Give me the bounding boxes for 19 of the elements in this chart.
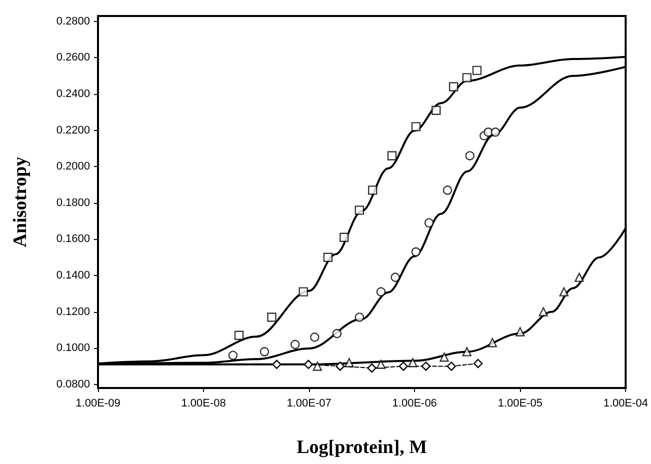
- y-tick-label: 0.2400: [56, 88, 90, 100]
- y-tick-label: 0.2600: [56, 52, 90, 64]
- x-tick-label: 1.00E-05: [498, 398, 542, 410]
- y-axis-title: Anisotropy: [10, 156, 31, 248]
- y-tick-label: 0.0800: [56, 378, 90, 390]
- y-tick-label: 0.2800: [56, 15, 90, 28]
- y-tick-label: 0.2200: [56, 124, 90, 136]
- y-tick-label: 0.1000: [56, 342, 90, 354]
- y-tick-label: 0.1600: [56, 233, 90, 246]
- x-tick-label: 1.00E-09: [76, 398, 120, 410]
- x-tick-label: 1.00E-07: [286, 398, 332, 410]
- y-tick-label: 0.2000: [56, 160, 90, 173]
- x-axis-title: Log[protein], M: [296, 437, 428, 458]
- x-tick-label: 1.00E-06: [392, 398, 437, 410]
- y-tick-label: 0.1400: [56, 269, 90, 282]
- x-tick-label: 1.00E-04: [603, 398, 648, 410]
- y-tick-label: 0.1800: [56, 196, 90, 209]
- x-tick-label: 1.00E-08: [181, 398, 226, 410]
- y-tick-label: 0.1200: [56, 306, 90, 318]
